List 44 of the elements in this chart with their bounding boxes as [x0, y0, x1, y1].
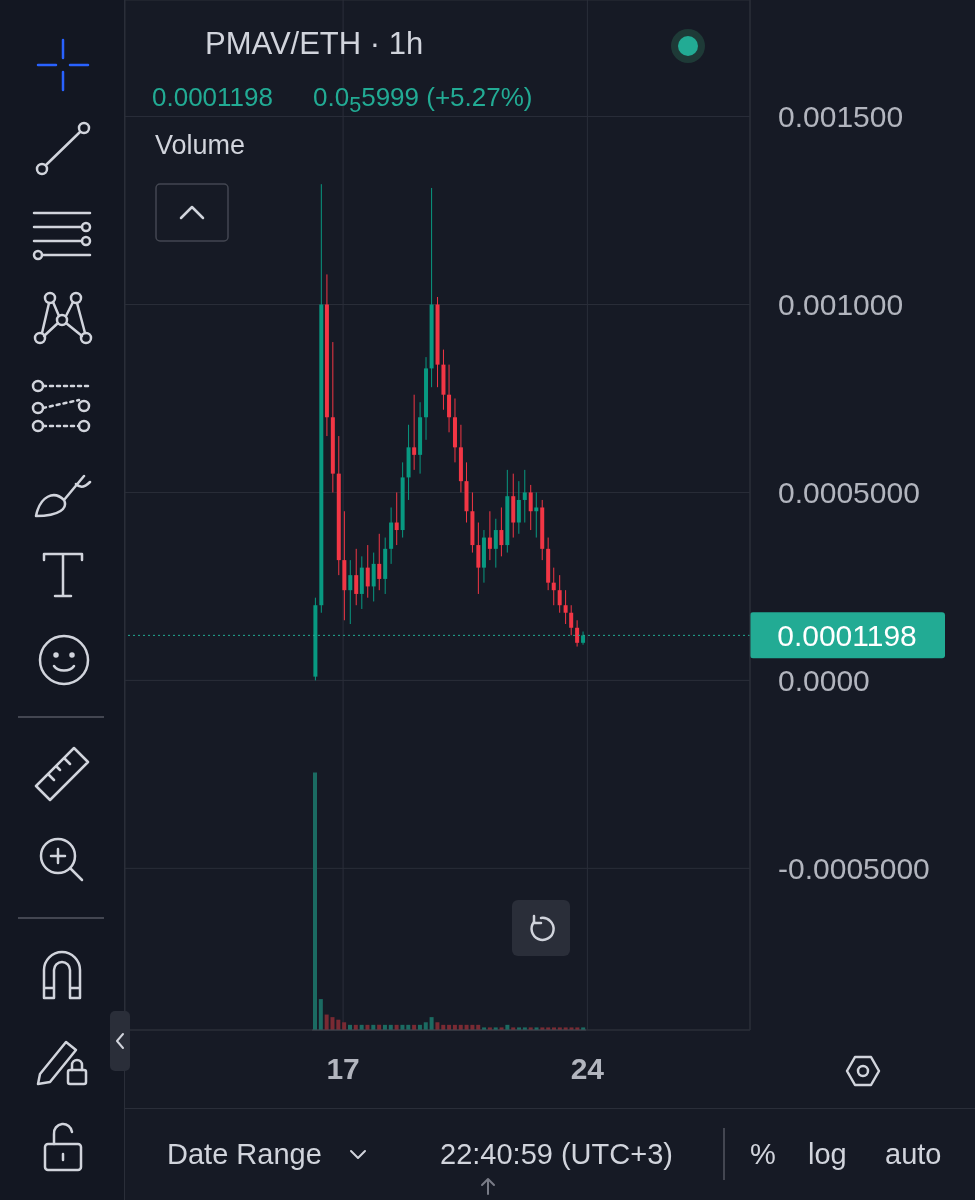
candlestick	[371, 552, 376, 602]
y-tick-label: 0.001500	[778, 100, 904, 134]
text: log	[808, 1138, 847, 1171]
bar	[429, 1017, 434, 1030]
candlestick	[447, 364, 452, 433]
candlestick	[534, 491, 539, 539]
text: 22:40:59 (UTC+3)	[440, 1138, 673, 1171]
candlestick	[365, 544, 370, 599]
y-tick-label: 0.0005000	[778, 476, 920, 510]
candlestick	[394, 491, 399, 546]
bar	[342, 1022, 347, 1030]
candlestick	[569, 604, 574, 636]
candlestick	[557, 574, 562, 614]
candlestick	[551, 567, 556, 606]
annotation: 0.0001198	[152, 82, 273, 113]
x-tick-label: 17	[326, 1052, 360, 1086]
text: Date Range	[167, 1138, 322, 1171]
y-tick-label: -0.0005000	[778, 852, 930, 886]
text: PMAV/ETH · 1h	[205, 26, 424, 62]
ref-line-label: 0.0001198	[777, 619, 917, 653]
candlestick	[354, 548, 359, 606]
candlestick	[487, 510, 492, 561]
y-tick-label: 0.0000	[778, 664, 870, 698]
candlestick	[522, 469, 527, 524]
bar	[313, 772, 317, 1030]
candlestick	[493, 518, 498, 569]
text: %	[750, 1138, 776, 1171]
text: auto	[885, 1138, 942, 1171]
annotation: 0.0$_{5}$5999 (+5.27%)	[313, 82, 533, 119]
candlestick	[528, 484, 533, 531]
candlestick	[412, 394, 417, 471]
candlestick	[499, 506, 504, 557]
bar	[423, 1022, 428, 1030]
bar	[435, 1022, 440, 1030]
y-tick-label: 0.001000	[778, 288, 904, 322]
candlestick	[348, 559, 353, 625]
candlestick	[575, 619, 580, 648]
candlestick	[476, 522, 481, 595]
x-tick-label: 24	[570, 1052, 605, 1086]
bar	[318, 999, 323, 1030]
candlestick	[516, 480, 521, 535]
candlestick	[563, 589, 568, 625]
candlestick	[377, 533, 382, 591]
annotation: Volume	[155, 130, 246, 161]
